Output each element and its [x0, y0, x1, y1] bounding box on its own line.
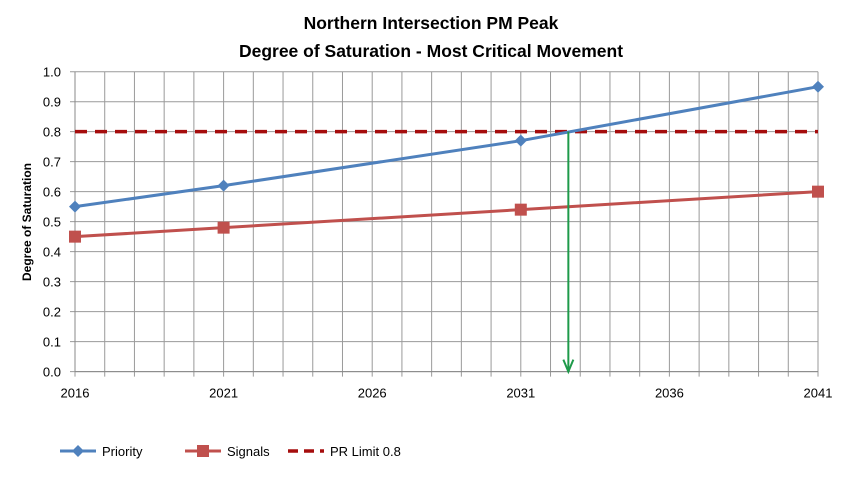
legend-marker-priority	[72, 445, 84, 457]
series-line-signals	[74, 190, 819, 239]
x-tick-label: 2026	[358, 386, 387, 401]
legend-label: Signals	[227, 444, 270, 459]
y-tick-label: 0.3	[43, 275, 61, 290]
series-line-priority	[74, 85, 819, 209]
y-tick-label: 0.9	[43, 95, 61, 110]
data-point-signals	[812, 185, 824, 198]
legend-label: PR Limit 0.8	[330, 444, 401, 459]
x-tick-label: 2041	[804, 386, 833, 401]
x-tick-label: 2021	[209, 386, 238, 401]
data-point-priority	[514, 134, 527, 147]
data-point-priority	[217, 179, 230, 192]
y-ticks: 0.0 0.1 0.2 0.3 0.4 0.5 0.6 0.7 0.8 0.9 1.0	[43, 65, 61, 380]
legend-marker-signals	[197, 445, 209, 457]
y-tick-label: 0.0	[43, 365, 61, 380]
y-tick-label: 0.6	[43, 185, 61, 200]
series-layer	[69, 80, 824, 375]
y-tick-label: 0.2	[43, 305, 61, 320]
legend: Priority Signals PR Limit 0.8	[60, 444, 401, 459]
y-tick-label: 0.5	[43, 215, 61, 230]
data-point-priority	[812, 80, 824, 93]
chart-subtitle: Degree of Saturation - Most Critical Mov…	[239, 41, 623, 61]
annotation-arrow-head	[562, 359, 575, 375]
y-tick-label: 0.8	[43, 125, 61, 140]
y-tick-label: 0.7	[43, 155, 61, 170]
y-tick-label: 0.4	[43, 245, 61, 260]
x-tick-label: 2031	[506, 386, 535, 401]
data-point-signals	[514, 203, 527, 216]
x-tick-label: 2016	[61, 386, 90, 401]
x-ticks: 2016 2021 2026 2031 2036 2041	[61, 386, 833, 401]
legend-label: Priority	[102, 444, 143, 459]
data-point-signals	[217, 221, 230, 234]
grid	[70, 71, 819, 377]
y-tick-label: 1.0	[43, 65, 61, 80]
y-axis-label: Degree of Saturation	[20, 163, 34, 281]
data-point-priority	[69, 200, 81, 213]
chart-title: Northern Intersection PM Peak	[304, 13, 559, 33]
y-tick-label: 0.1	[43, 335, 61, 350]
data-point-signals	[69, 230, 81, 243]
x-tick-label: 2036	[655, 386, 684, 401]
